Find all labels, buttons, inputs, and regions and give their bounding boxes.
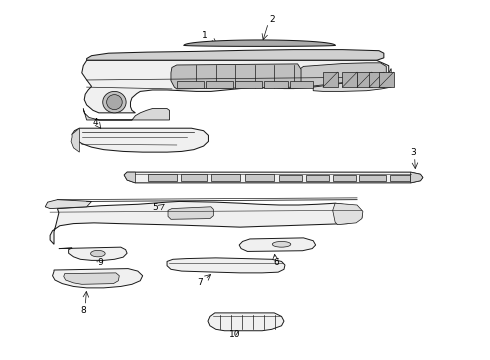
Polygon shape	[124, 172, 135, 183]
Ellipse shape	[91, 250, 105, 257]
FancyBboxPatch shape	[235, 81, 262, 88]
FancyBboxPatch shape	[333, 175, 356, 181]
FancyBboxPatch shape	[390, 175, 410, 181]
Text: 5: 5	[152, 203, 158, 212]
FancyBboxPatch shape	[245, 174, 274, 181]
Polygon shape	[87, 50, 384, 60]
Polygon shape	[171, 64, 301, 89]
Text: 10: 10	[228, 330, 240, 339]
Polygon shape	[167, 258, 285, 273]
FancyBboxPatch shape	[211, 174, 240, 181]
Ellipse shape	[272, 242, 291, 247]
FancyBboxPatch shape	[379, 72, 393, 87]
FancyBboxPatch shape	[177, 81, 203, 88]
FancyBboxPatch shape	[279, 175, 302, 181]
FancyBboxPatch shape	[343, 72, 357, 87]
Polygon shape	[184, 40, 335, 46]
Polygon shape	[124, 172, 423, 183]
FancyBboxPatch shape	[369, 72, 384, 87]
FancyBboxPatch shape	[181, 174, 207, 181]
Ellipse shape	[107, 95, 122, 110]
Polygon shape	[83, 109, 170, 120]
FancyBboxPatch shape	[306, 175, 329, 181]
Text: 8: 8	[80, 306, 86, 315]
FancyBboxPatch shape	[147, 174, 177, 181]
Text: 1: 1	[202, 31, 208, 40]
Text: 3: 3	[410, 148, 416, 157]
FancyBboxPatch shape	[360, 175, 386, 181]
Polygon shape	[239, 238, 316, 251]
Polygon shape	[208, 313, 284, 331]
Polygon shape	[313, 68, 391, 91]
Polygon shape	[45, 200, 92, 208]
Text: 4: 4	[92, 118, 98, 127]
Polygon shape	[168, 207, 213, 219]
Polygon shape	[52, 269, 143, 288]
Polygon shape	[50, 202, 362, 244]
FancyBboxPatch shape	[357, 72, 372, 87]
Text: 2: 2	[269, 15, 274, 24]
Polygon shape	[64, 273, 119, 284]
FancyBboxPatch shape	[290, 81, 313, 88]
Polygon shape	[72, 128, 208, 152]
Text: 6: 6	[274, 258, 279, 267]
Text: 7: 7	[197, 278, 203, 287]
Text: 9: 9	[97, 258, 103, 267]
FancyBboxPatch shape	[323, 72, 338, 87]
FancyBboxPatch shape	[206, 81, 233, 88]
Polygon shape	[411, 172, 423, 183]
Ellipse shape	[103, 91, 126, 113]
Polygon shape	[298, 63, 386, 87]
Polygon shape	[71, 128, 79, 152]
Polygon shape	[59, 247, 127, 260]
FancyBboxPatch shape	[265, 81, 288, 88]
Polygon shape	[82, 60, 389, 113]
Polygon shape	[333, 203, 363, 225]
